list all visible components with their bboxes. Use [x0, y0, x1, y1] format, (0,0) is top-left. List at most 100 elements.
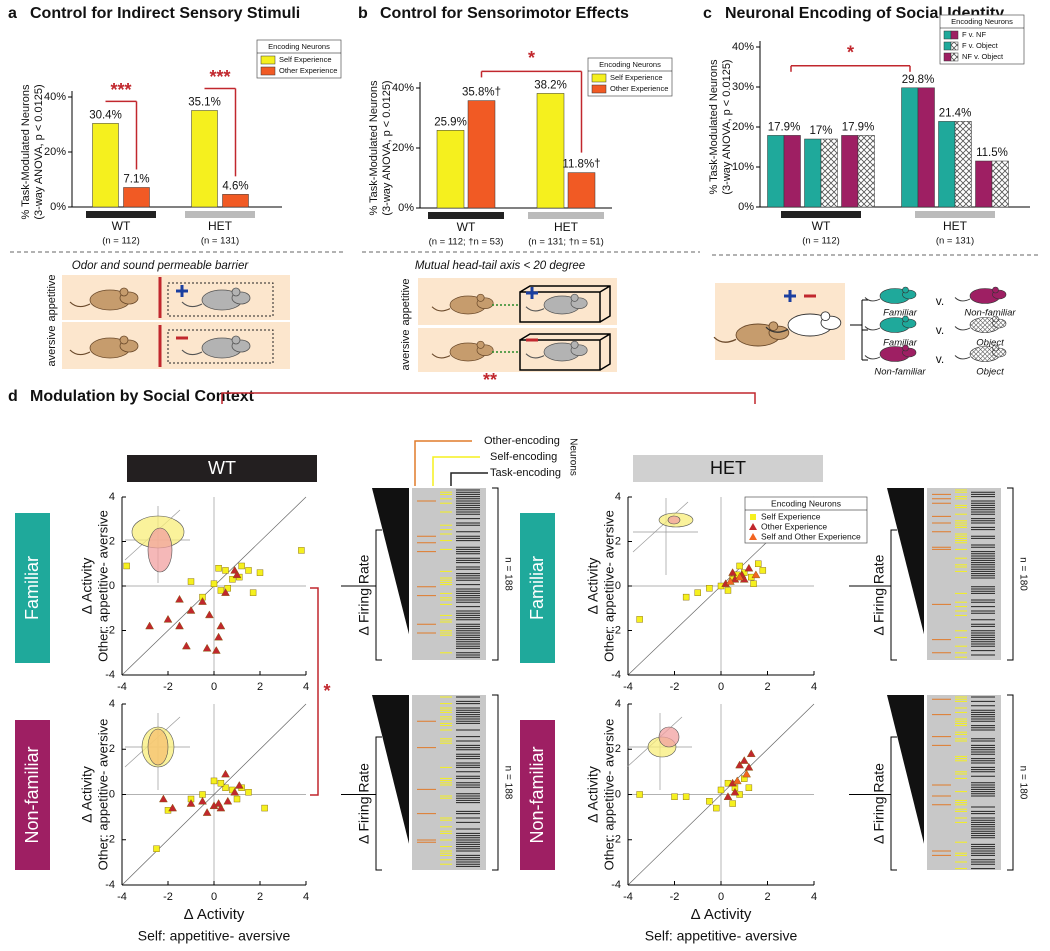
- genotype-bar: [428, 212, 504, 219]
- point: [214, 799, 223, 807]
- neuron-count: n = 188: [502, 557, 513, 591]
- y-axis-label: Δ Activity: [79, 558, 95, 615]
- box-3d: [519, 285, 611, 323]
- bar: [804, 138, 822, 208]
- x-tick-label: 4: [811, 681, 817, 693]
- point: [210, 580, 218, 587]
- y-tick-label: -4: [105, 669, 115, 681]
- mouse-icon: [181, 335, 251, 359]
- y-tick-label: 40%: [392, 82, 414, 94]
- category-note: (n = 131): [936, 236, 974, 247]
- y-axis-label: Δ Activity: [585, 558, 601, 615]
- y-axis-label: Other: appetitive- aversive: [95, 719, 110, 871]
- neuron-legend-title: Neurons: [567, 438, 578, 476]
- significance: ***: [110, 80, 131, 100]
- condition-label: Familiar: [22, 556, 42, 620]
- point: [238, 562, 245, 570]
- y-tick-label: 20%: [44, 146, 66, 158]
- mouse-ear: [119, 335, 129, 345]
- category-note: (n = 112): [102, 236, 140, 247]
- legend-swatch: [943, 30, 952, 40]
- enclosure: [167, 282, 274, 317]
- point: [217, 779, 225, 787]
- y-tick-label: 2: [615, 743, 621, 755]
- neuron-legend-line: [414, 440, 472, 486]
- point: [202, 643, 212, 652]
- raster-axis-label: Δ Firing Rate: [871, 763, 887, 844]
- x-tick-label: -2: [163, 681, 173, 693]
- raster-axis-label: Δ Firing Rate: [356, 763, 372, 844]
- point: [168, 803, 177, 812]
- y-axis-label: % Task-Modulated Neurons: [368, 80, 380, 215]
- y-tick-label: 4: [109, 698, 115, 710]
- mouse-icon: [864, 344, 917, 362]
- bar: [917, 87, 935, 208]
- x-tick-label: HET: [943, 219, 968, 233]
- bar: [767, 135, 785, 208]
- mouse-icon: [954, 286, 1007, 304]
- comparison-label: Non-familiar: [874, 367, 926, 378]
- legend-title: Encoding Neurons: [268, 42, 330, 51]
- point: [751, 570, 761, 579]
- mouse-ear: [992, 344, 999, 352]
- point: [199, 791, 206, 798]
- point: [261, 804, 268, 812]
- point: [153, 845, 160, 852]
- x-tick-label: 0: [718, 891, 724, 903]
- point: [735, 760, 744, 769]
- y-tick-label: 2: [109, 743, 115, 755]
- genotype-bar: [185, 211, 255, 218]
- value-label: 11.8%†: [562, 159, 600, 171]
- bracket: [890, 529, 897, 661]
- y-axis-label: (3-way ANOVA, p < 0.0125): [381, 80, 393, 215]
- point: [682, 793, 690, 800]
- bar: [222, 194, 249, 208]
- point: [723, 792, 733, 800]
- point: [729, 800, 736, 807]
- condition-box: [520, 513, 555, 663]
- mouse-tail: [864, 355, 881, 360]
- mouse-ear: [476, 340, 485, 349]
- point: [725, 577, 735, 585]
- point: [746, 749, 756, 757]
- x-tick-label: -2: [670, 681, 680, 693]
- y-axis-label: Δ Activity: [79, 766, 95, 823]
- condition-box: [15, 720, 50, 870]
- bar: [841, 135, 859, 208]
- y-axis-label: Other: appetitive- aversive: [601, 719, 616, 871]
- bar: [467, 100, 496, 209]
- legend-title: Encoding Neurons: [951, 17, 1013, 26]
- x-tick-label: WT: [812, 219, 831, 233]
- point: [205, 610, 214, 619]
- legend-swatch: [950, 52, 959, 62]
- mouse-icon: [69, 335, 139, 359]
- point: [724, 587, 732, 594]
- point: [216, 621, 226, 630]
- y-axis-label: % Task-Modulated Neurons: [20, 84, 32, 219]
- point: [736, 562, 743, 570]
- firing-wedge: [887, 488, 924, 635]
- significance: ***: [209, 67, 230, 87]
- legend-label: NF v. Object: [962, 52, 1004, 61]
- point: [224, 585, 232, 592]
- point: [232, 570, 242, 579]
- panel-letter: d: [8, 388, 18, 405]
- point: [706, 585, 713, 592]
- y-axis-label: (3-way ANOVA, p < 0.0125): [721, 59, 733, 194]
- point: [217, 587, 225, 594]
- y-tick-label: -4: [611, 879, 621, 891]
- inset-ellipse: [658, 726, 680, 748]
- point: [249, 589, 257, 596]
- bracket: [1007, 487, 1014, 661]
- legend-label: Self Experience: [279, 55, 332, 64]
- condition-label: aversive: [400, 330, 412, 371]
- inset-line: [632, 501, 689, 553]
- y-tick-label: 40%: [732, 41, 754, 53]
- mouse-tail: [864, 326, 881, 331]
- mouse-ear: [820, 311, 831, 322]
- point: [230, 787, 240, 796]
- value-label: 11.5%: [976, 147, 1008, 159]
- mouse-tail: [954, 326, 971, 331]
- comparison-label: v.: [936, 294, 944, 308]
- legend-swatch: [943, 52, 952, 62]
